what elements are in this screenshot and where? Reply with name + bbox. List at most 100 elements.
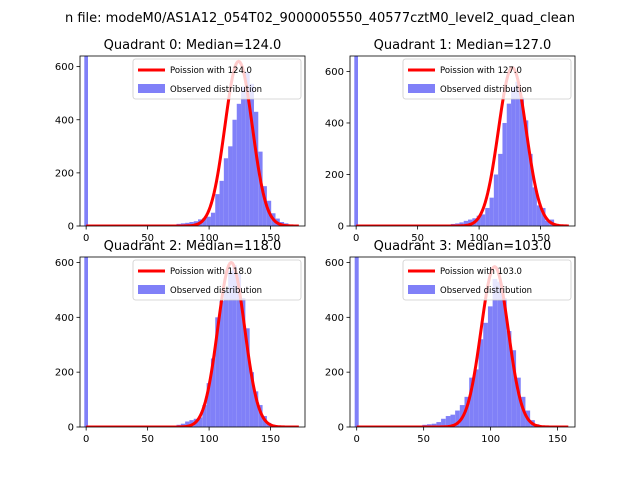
histogram-bar [502,122,507,226]
histogram-bar [253,111,259,226]
x-tick-label: 50 [417,434,430,445]
y-tick-label: 0 [68,222,74,233]
panel-title: Quadrant 3: Median=103.0 [374,239,552,254]
histogram-bar [258,151,263,226]
histogram-bar [236,273,242,427]
histogram-bar [506,331,512,427]
histogram-bar [480,214,486,226]
legend-bar-swatch [138,84,165,93]
legend-bar-swatch [408,84,435,93]
histogram-bar [202,218,207,226]
legend: Poission with 103.0 Observed distribution [402,259,572,301]
y-tick-label: 200 [55,368,74,379]
panel-title: Quadrant 0: Median=124.0 [104,38,282,53]
quadrant-3-panel: 0 50 100 150 0 200 400 600 Quadrant 3: Median=10… [325,239,576,445]
poisson-curve [356,265,569,427]
histogram-bar [459,222,464,226]
histogram-bar [536,205,542,226]
y-tick-label: 200 [325,368,344,379]
legend: Poission with 118.0 Observed distribution [132,259,302,301]
x-tick-label: 100 [200,434,219,445]
histogram-bar [223,158,229,226]
histogram-bar [198,417,203,427]
x-tick-label: 0 [354,434,360,445]
zero-count-bar [354,56,358,226]
y-tick-label: 600 [325,258,344,269]
x-tick-label: 0 [83,233,89,244]
histogram-bar [253,391,259,427]
x-tick-label: 50 [141,434,154,445]
histogram-bar [469,377,474,427]
histogram-bar [489,197,494,226]
legend-bar-label: Observed distribution [170,85,262,95]
x-tick-label: 150 [261,233,280,244]
histogram-bar [545,220,550,226]
histogram-bar [249,372,254,427]
axes-frame [79,256,306,428]
y-tick-label: 0 [68,423,74,434]
x-tick-label: 0 [353,233,359,244]
histogram-bar [189,222,194,226]
y-tick-label: 0 [338,222,344,233]
legend-line-label: Poission with 103.0 [440,267,522,277]
panel-title: Quadrant 2: Median=118.0 [104,239,282,254]
y-tick-label: 600 [325,67,344,78]
histogram-bar [455,410,460,427]
legend-bar-label: Observed distribution [440,85,532,95]
histogram-bar [478,339,484,427]
zero-count-bar [84,257,88,427]
histogram-bar [206,383,211,427]
histogram-bar [516,377,521,427]
panel-title: Quadrant 1: Median=127.0 [374,38,552,53]
histogram-bar [519,97,524,226]
histogram-bar [185,421,190,427]
histogram-bar [464,396,470,427]
x-tick-label: 100 [481,434,500,445]
y-tick-label: 400 [55,115,74,126]
histogram-bar [493,174,499,226]
histogram-bar [245,328,250,427]
histogram-bar [228,146,233,226]
histogram-bar [241,298,246,427]
legend-line-label: Poission with 124.0 [170,66,252,76]
histogram-bar [450,414,456,427]
poisson-curve [85,260,300,427]
x-tick-label: 50 [141,233,154,244]
axes-frame [349,256,576,428]
histogram-bar [210,212,216,226]
y-tick-label: 400 [325,313,344,324]
histogram-bar [523,120,529,226]
histogram-bar [228,270,233,427]
histogram-bar [511,86,516,226]
histogram-bar [241,86,246,226]
histogram-bar [232,265,237,427]
histogram-bar [262,186,267,226]
histogram-bar [206,216,211,226]
y-tick-label: 400 [55,313,74,324]
x-tick-label: 150 [261,434,280,445]
histogram-bar [502,298,507,427]
legend-bar-label: Observed distribution [170,286,262,296]
histogram-bar [473,369,479,427]
histogram-bar [223,289,229,427]
histogram-bar [431,423,437,427]
histogram-bar [492,278,498,427]
quadrant-0-panel: 0 50 100 150 0 200 400 600 Quadrant 0: Median=12… [55,38,306,244]
legend-bar-swatch [408,285,435,294]
histogram-bar [498,153,503,226]
histogram-bar [245,71,250,226]
histogram-bar [219,300,224,427]
x-tick-label: 0 [83,434,89,445]
figure-title: n file: modeM0/AS1A12_054T02_9000005550_… [65,11,575,26]
x-tick-label: 100 [200,233,219,244]
axes-frame [349,55,576,227]
histogram-bar [219,180,224,226]
quadrant-1-panel: 0 50 100 150 0 200 400 600 Quadrant 1: Median=12… [325,38,576,244]
x-tick-label: 50 [411,233,424,244]
y-tick-label: 600 [55,258,74,269]
histogram-bar [476,215,481,226]
histogram-bar [445,416,451,427]
histogram-bar [202,405,207,427]
y-tick-label: 600 [55,62,74,73]
